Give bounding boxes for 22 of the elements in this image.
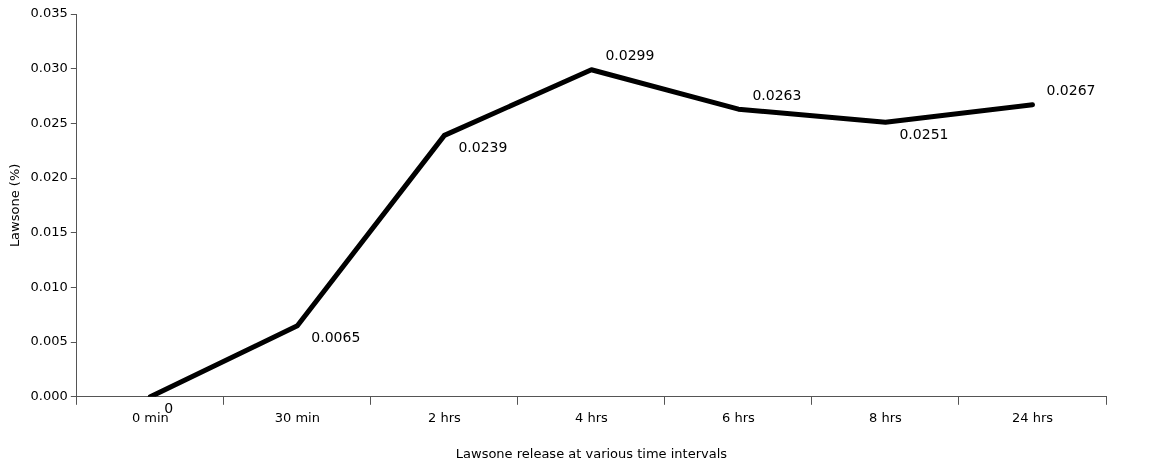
data-label: 0.0263 [752,86,802,103]
data-label: 0.0267 [1046,82,1096,99]
y-tick-label: 0.020 [30,169,68,185]
x-tick-label: 2 hrs [428,409,461,425]
x-tick-label: 8 hrs [869,409,903,425]
y-tick-label: 0.000 [30,388,68,404]
y-tick-label: 0.035 [30,5,68,21]
x-axis-title: Lawsone release at various time intervals [455,445,728,461]
y-tick-label: 0.010 [30,278,68,294]
x-tick-label: 30 min [274,409,320,425]
y-tick-label: 0.005 [30,333,68,349]
y-tick-label: 0.025 [30,114,68,130]
y-tick-label: 0.015 [30,224,68,240]
x-tick-label: 6 hrs [722,409,756,425]
x-tick-label: 4 hrs [575,409,609,425]
data-label: 0.0065 [311,329,361,346]
x-tick-label: 24 hrs [1011,409,1054,425]
y-tick-label: 0.030 [30,60,68,76]
data-label: 0.0251 [899,125,949,142]
data-label: 0.0239 [458,139,508,156]
data-label: 0.0299 [605,47,655,64]
y-axis-title: Lawsone (%) [7,163,23,248]
